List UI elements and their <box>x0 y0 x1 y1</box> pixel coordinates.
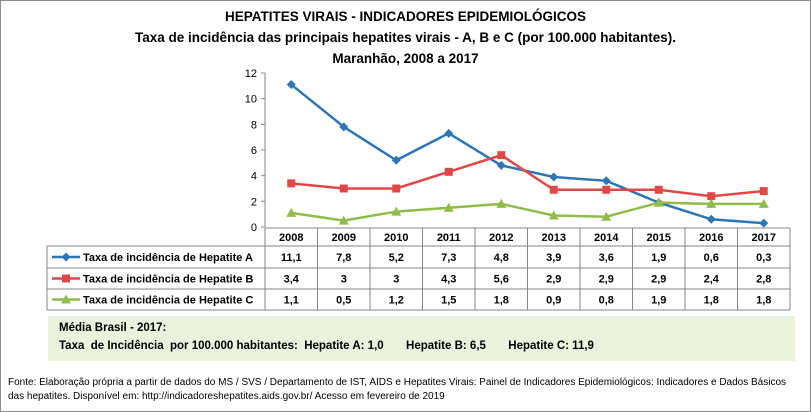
x-category-label: 2017 <box>752 232 776 244</box>
data-point <box>601 176 611 186</box>
data-table-cell: 5,2 <box>389 252 404 264</box>
data-table-cell: 0,9 <box>546 295 561 307</box>
legend-marker <box>61 294 71 304</box>
x-category-label: 2013 <box>542 232 566 244</box>
note-line: Taxa de Incidência por 100.000 habitante… <box>59 340 594 352</box>
data-table-cell: 7,3 <box>441 252 456 264</box>
x-category-label: 2016 <box>699 232 723 244</box>
y-tick-label: 8 <box>251 119 257 131</box>
y-tick-label: 0 <box>251 222 257 234</box>
chart-title: HEPATITES VIRAIS - INDICADORES EPIDEMIOL… <box>224 9 587 24</box>
data-point <box>706 214 716 224</box>
data-point <box>444 128 454 138</box>
data-table-cell: 3,4 <box>284 274 300 286</box>
data-table-cell: 11,1 <box>281 252 302 264</box>
data-table-cell: 1,9 <box>651 295 666 307</box>
data-point <box>707 192 716 201</box>
data-table-cell: 2,8 <box>756 274 771 286</box>
data-table-cell: 4,3 <box>441 274 456 286</box>
data-table-cell: 3,6 <box>599 252 614 264</box>
source-text: Fonte: Elaboração própria a partir de da… <box>8 377 787 402</box>
data-point <box>549 172 559 182</box>
data-point <box>286 80 296 90</box>
legend-marker <box>61 252 71 262</box>
data-point <box>706 198 717 208</box>
x-category-label: 2009 <box>332 232 356 244</box>
data-table-cell: 2,4 <box>704 274 720 286</box>
chart-subtitle-region: Maranhão, 2008 a 2017 <box>332 51 479 66</box>
data-table-cell: 1,9 <box>651 252 666 264</box>
data-point <box>443 202 454 212</box>
y-tick-label: 4 <box>251 171 257 183</box>
data-point <box>602 185 611 194</box>
y-tick-label: 12 <box>245 68 257 80</box>
data-point <box>549 185 558 194</box>
data-table-cell: 3,9 <box>546 252 561 264</box>
data-point <box>392 184 401 193</box>
data-table-cell: 1,8 <box>704 295 719 307</box>
data-point <box>653 197 664 207</box>
series-line-2 <box>291 153 764 198</box>
data-table-cell: 1,8 <box>494 295 509 307</box>
x-category-label: 2010 <box>384 232 408 244</box>
brazil-average-note: Média Brasil - 2017: Taxa de Incidência … <box>48 316 795 361</box>
data-table-cell: 2,9 <box>599 274 614 286</box>
data-point <box>286 207 297 217</box>
chart-subtitle: Taxa de incidência das principais hepati… <box>135 30 676 45</box>
data-point <box>497 151 506 160</box>
legend-label: Taxa de incidência de Hepatite C <box>83 295 253 307</box>
y-tick-label: 6 <box>251 145 257 157</box>
data-table-cell: 4,8 <box>494 252 509 264</box>
data-point <box>548 210 559 220</box>
data-table-cell: 0,8 <box>599 295 614 307</box>
data-point <box>759 218 769 228</box>
data-point <box>654 185 663 194</box>
data-point <box>496 198 507 208</box>
x-category-label: 2014 <box>594 232 619 244</box>
data-point <box>287 179 296 188</box>
data-table-cell: 5,6 <box>494 274 509 286</box>
data-table-cell: 0,3 <box>756 252 771 264</box>
x-category-label: 2008 <box>279 232 303 244</box>
data-point <box>391 206 402 216</box>
data-table-cell: 3 <box>393 274 399 286</box>
data-table-cell: 1,1 <box>284 295 299 307</box>
series-line-3 <box>291 201 764 222</box>
x-category-label: 2012 <box>489 232 513 244</box>
x-category-label: 2015 <box>647 232 671 244</box>
x-category-label: 2011 <box>437 232 461 244</box>
data-table-cell: 1,5 <box>441 295 456 307</box>
data-point <box>758 198 769 208</box>
data-table-cell: 1,8 <box>756 295 771 307</box>
data-table-cell: 1,2 <box>389 295 404 307</box>
data-point <box>496 160 506 170</box>
data-point <box>338 215 349 225</box>
data-table-cell: 0,5 <box>336 295 351 307</box>
data-point <box>339 122 349 132</box>
data-point <box>601 211 612 221</box>
y-tick-label: 2 <box>251 196 257 208</box>
data-point <box>391 155 401 165</box>
data-table-cell: 7,8 <box>336 252 351 264</box>
data-point <box>339 184 348 193</box>
data-point <box>444 167 453 176</box>
data-table-cell: 2,9 <box>546 274 561 286</box>
legend-label: Taxa de incidência de Hepatite B <box>83 274 253 286</box>
note-heading: Média Brasil - 2017: <box>59 322 167 334</box>
data-table-cell: 3 <box>341 274 347 286</box>
data-table-cell: 2,9 <box>651 274 666 286</box>
data-point <box>759 187 768 196</box>
legend-marker <box>62 274 70 283</box>
y-tick-label: 10 <box>245 94 257 106</box>
data-table-cell: 0,6 <box>704 252 719 264</box>
legend-label: Taxa de incidência de Hepatite A <box>83 252 253 264</box>
